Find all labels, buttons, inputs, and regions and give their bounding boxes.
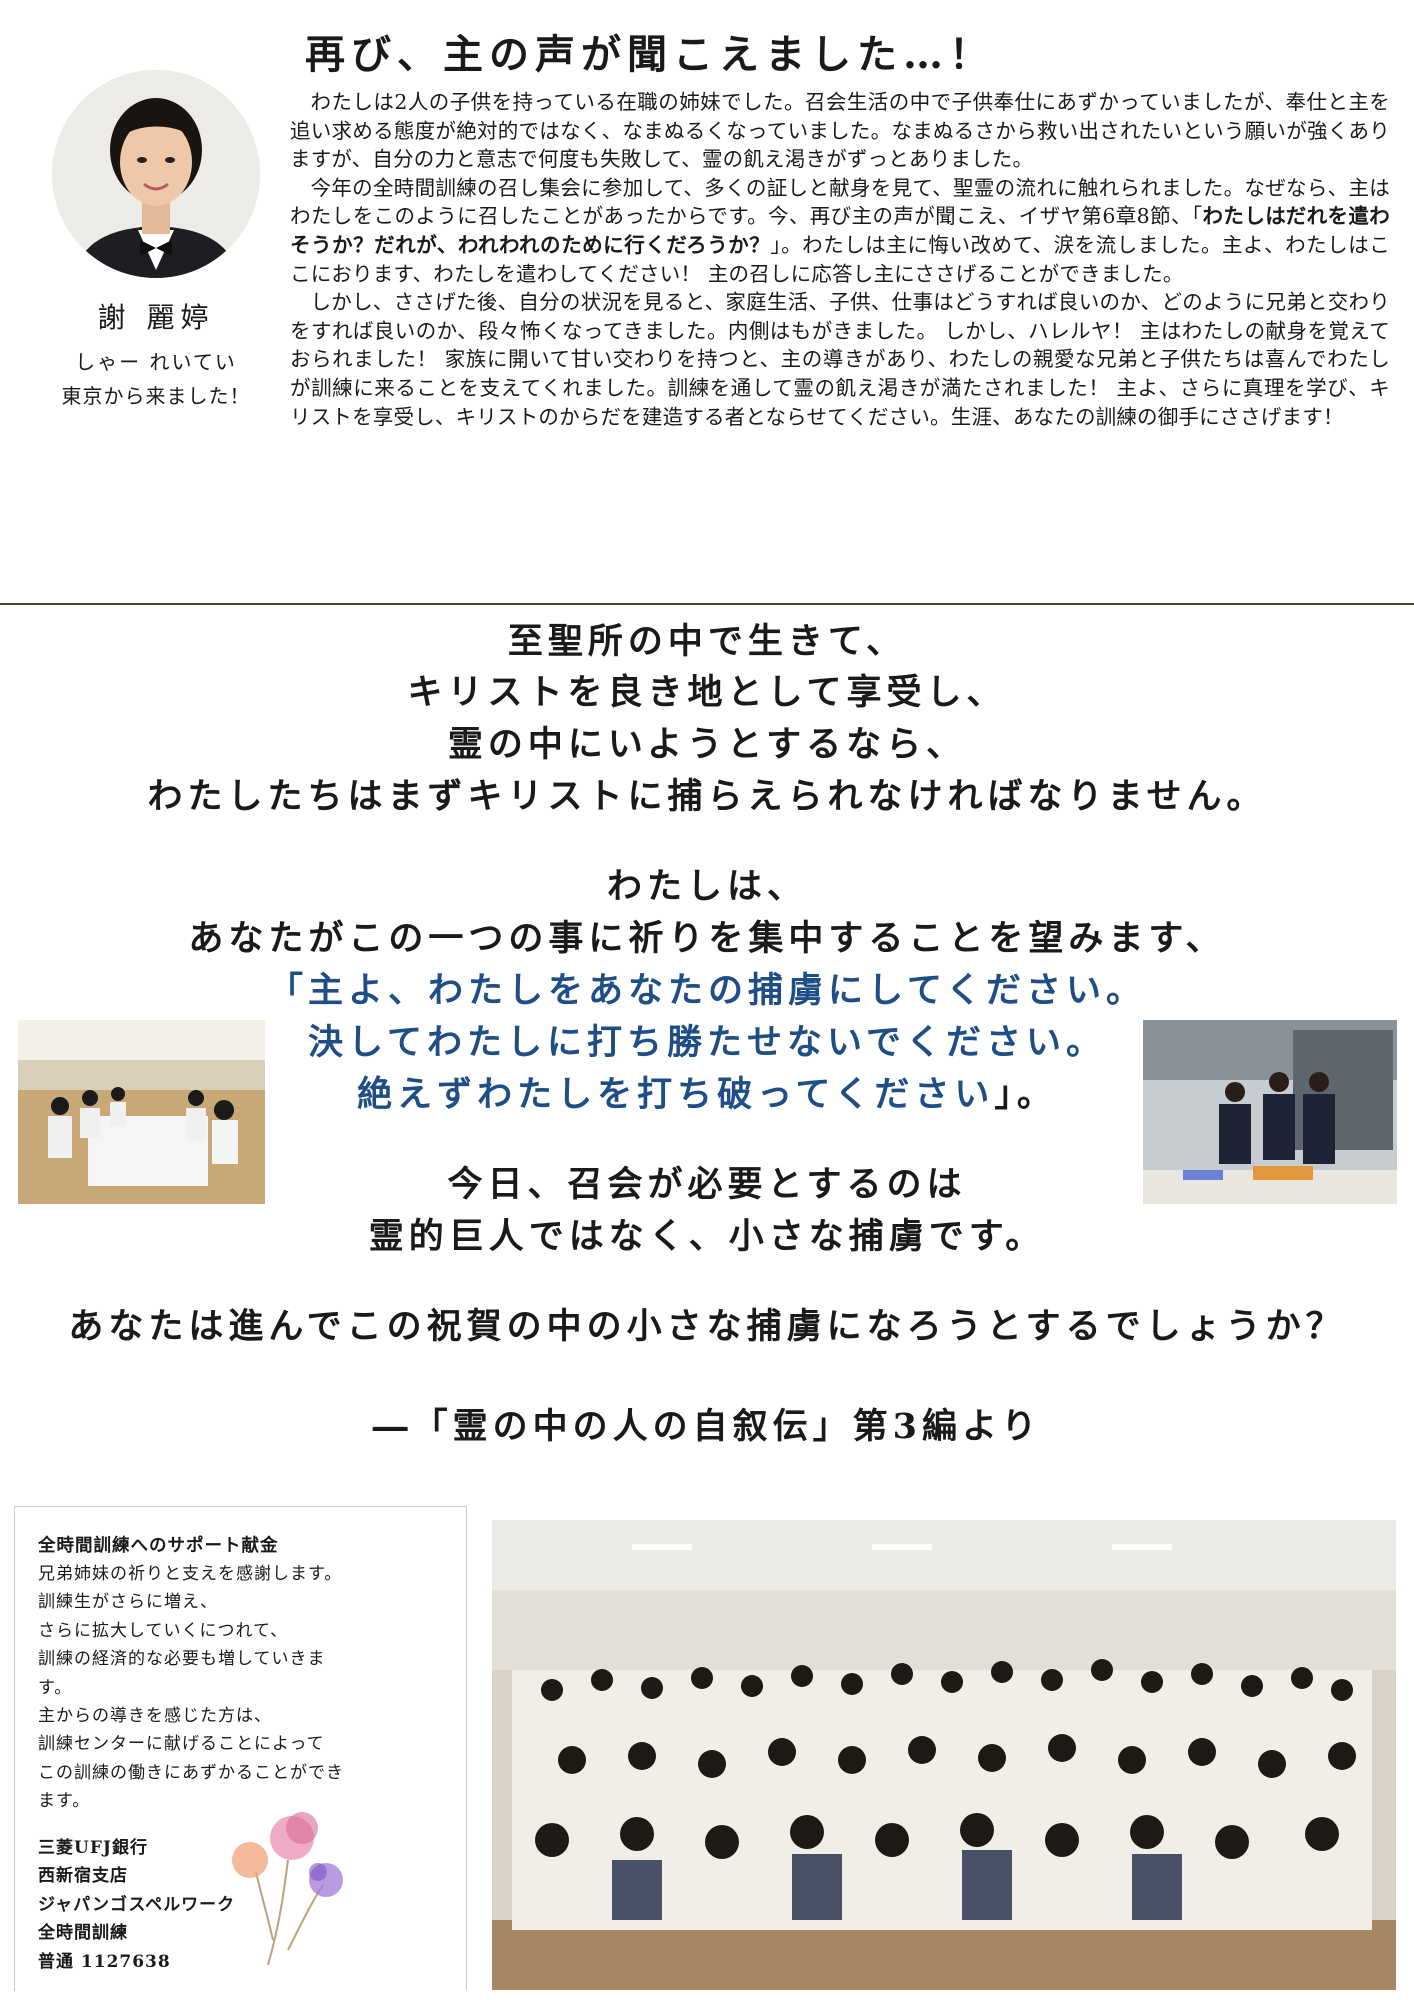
testimony-paragraph-1: わたしは2人の子供を持っている在職の姉妹でした。召会生活の中で子供奉仕にあずかっ… — [290, 90, 1390, 172]
poem-line-9-blue: 絶えずわたしを打ち破ってください — [357, 1074, 995, 1115]
testimony-paragraph-3: しかし、ささげた後、自分の状況を見ると、家庭生活、子供、仕事はどうすれば良いのか… — [290, 290, 1390, 429]
poem-line-1: 至聖所の中で生きて、 — [507, 621, 907, 662]
support-line: 訓練センターに献げることによって — [38, 1734, 325, 1755]
support-box-border — [14, 1506, 467, 1991]
photo-sisters — [1143, 1020, 1397, 1204]
poem-line-2: キリストを良き地として享受し、 — [407, 672, 1007, 713]
account-number: 普通 1127638 — [38, 1951, 171, 1972]
poem-line-9: 絶えずわたしを打ち破ってください」。 — [0, 1066, 1414, 1117]
support-heading: 全時間訓練へのサポート献金 — [38, 1536, 279, 1556]
support-line: 訓練生がさらに増え、 — [38, 1592, 218, 1613]
poem-line-7: 「主よ、わたしをあなたの捕虜にしてください。 — [268, 970, 1146, 1011]
poem-line-6: あなたがこの一つの事に祈りを集中することを望みます、 — [188, 918, 1226, 959]
testimony-body: わたしは2人の子供を持っている在職の姉妹でした。召会生活の中で子供奉仕にあずかっ… — [290, 88, 1390, 431]
author-name: 謝 麗婷 — [97, 301, 215, 334]
poem-line-5: わたしは、 — [606, 866, 807, 907]
support-line: 訓練の経済的な必要も増していきま — [38, 1649, 326, 1670]
flower-decoration — [228, 1800, 358, 1970]
support-body: 兄弟姉妹の祈りと支えを感謝します。 訓練生がさらに増え、 さらに拡大していくにつ… — [38, 1560, 408, 1816]
bank-branch: 西新宿支店 — [38, 1866, 128, 1887]
support-line: す。 — [38, 1677, 73, 1698]
isaiah-quote: わたしはだれを遣わそうか？だれが、われわれのために行くだろうか？ — [290, 204, 1390, 257]
poem-line-3: 霊の中にいようとするなら、 — [447, 724, 967, 765]
portrait-photo — [52, 70, 260, 278]
account-holder-sub: 全時間訓練 — [38, 1923, 128, 1944]
author-origin: 東京から来ました！ — [61, 384, 251, 408]
testimony-paragraph-2: 今年の全時間訓練の召し集会に参加して、多くの証しと献身を見て、聖霊の流れに触れら… — [290, 174, 1390, 288]
poem-line-11: 霊的巨人ではなく、小さな捕虜です。 — [368, 1216, 1046, 1257]
photo-group-celebration — [492, 1520, 1396, 1990]
poem-line-8: 決してわたしに打ち勝たせないでください。 — [308, 1022, 1106, 1063]
support-box-border-right — [14, 1506, 467, 1990]
testimony-title: 再び、主の声が聞こえました…！ — [305, 31, 995, 78]
quote-source: ―「霊の中の人の自叙伝」第3編より — [372, 1406, 1042, 1447]
support-line: この訓練の働きにあずかることができ — [38, 1762, 344, 1783]
support-line: ます。 — [38, 1791, 91, 1812]
bank-name: 三菱UFJ銀行 — [38, 1838, 148, 1858]
section-divider — [0, 603, 1414, 605]
paragraph-2-text-a: 今年の全時間訓練の召し集会に参加して、多くの証しと献身を見て、聖霊の流れに触れら… — [290, 175, 1390, 229]
poem-line-12: あなたは進んでこの祝賀の中の小さな捕虜になろうとするでしょうか？ — [68, 1306, 1346, 1347]
bank-info: 三菱UFJ銀行 西新宿支店 ジャパンゴスペルワーク 全時間訓練 普通 11276… — [38, 1834, 235, 1976]
photo-brothers-dinner — [18, 1020, 265, 1204]
poem-line-10: 今日、召会が必要とするのは — [447, 1164, 967, 1205]
paragraph-2-text-b: 」。わたしは主に悔い改めて、涙を流しました。主よ、わたしはここにおります、わたし… — [290, 232, 1390, 286]
account-holder: ジャパンゴスペルワーク — [38, 1894, 236, 1915]
poem-line-4: わたしたちはまずキリストに捕らえられなければなりません。 — [147, 776, 1267, 817]
support-line: 主からの導きを感じた方は、 — [38, 1706, 272, 1727]
poem-line-9-end: 」。 — [994, 1074, 1057, 1115]
support-line: さらに拡大していくにつれて、 — [38, 1620, 289, 1641]
author-name-reading: しゃー れいてい — [75, 350, 237, 374]
support-line: 兄弟姉妹の祈りと支えを感謝します。 — [38, 1564, 343, 1584]
